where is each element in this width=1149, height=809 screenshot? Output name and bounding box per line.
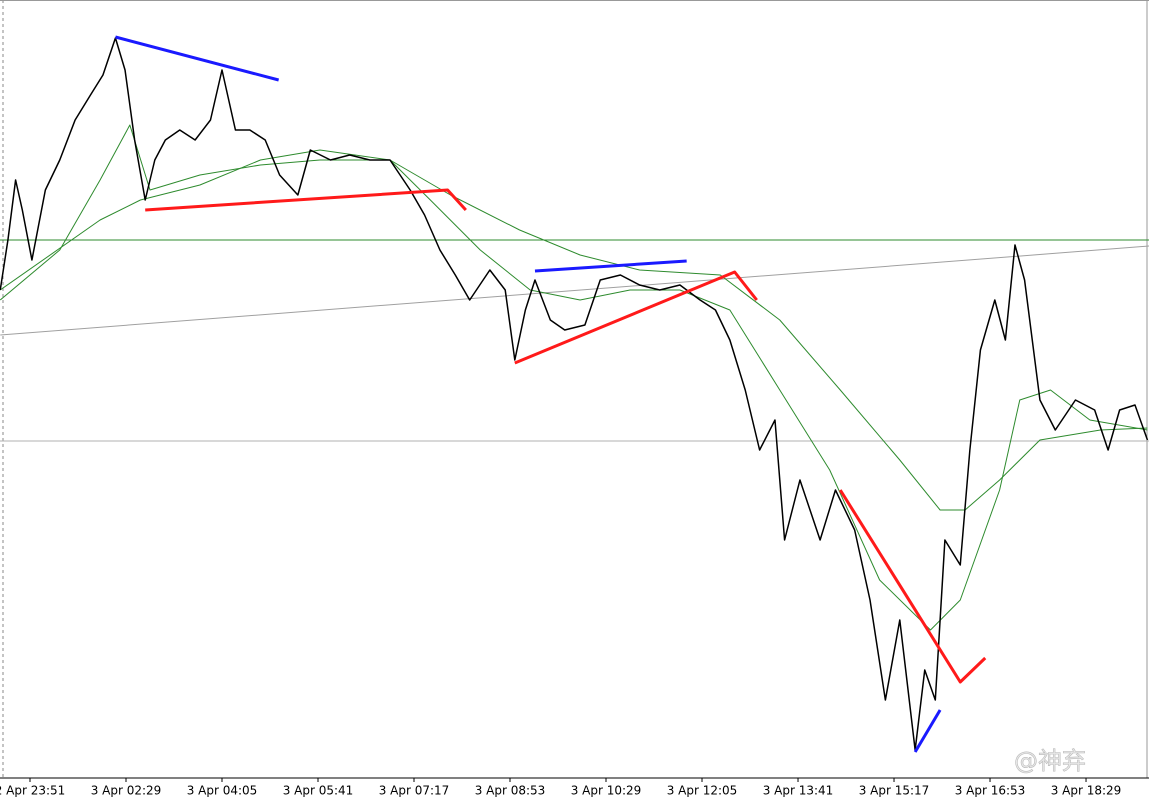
x-tick-label: 3 Apr 12:05: [667, 784, 738, 798]
line-series: [514, 270, 758, 365]
x-tick-label: 3 Apr 04:05: [187, 784, 258, 798]
x-tick-label: 2 Apr 23:51: [0, 784, 65, 798]
x-tick-label: 3 Apr 15:17: [859, 784, 930, 798]
x-tick-label: 3 Apr 08:53: [475, 784, 546, 798]
x-tick-label: 3 Apr 13:41: [763, 784, 834, 798]
x-tick-label: 3 Apr 18:29: [1051, 784, 1122, 798]
x-tick-label: 3 Apr 07:17: [379, 784, 450, 798]
line-series: [115, 35, 280, 82]
x-tick-label: 3 Apr 05:41: [283, 784, 354, 798]
line-series: [0, 245, 1149, 336]
watermark: @神弃: [1014, 747, 1086, 775]
x-tick-label: 3 Apr 02:29: [91, 784, 162, 798]
line-series: [0, 37, 1149, 751]
line-series: [0, 149, 1148, 511]
x-tick-label: 3 Apr 10:29: [571, 784, 642, 798]
line-series: [145, 188, 467, 212]
line-series: [913, 709, 942, 753]
line-series: [0, 124, 1148, 631]
x-tick-label: 3 Apr 16:53: [955, 784, 1026, 798]
line-series: [534, 259, 687, 273]
line-series: [838, 489, 987, 684]
